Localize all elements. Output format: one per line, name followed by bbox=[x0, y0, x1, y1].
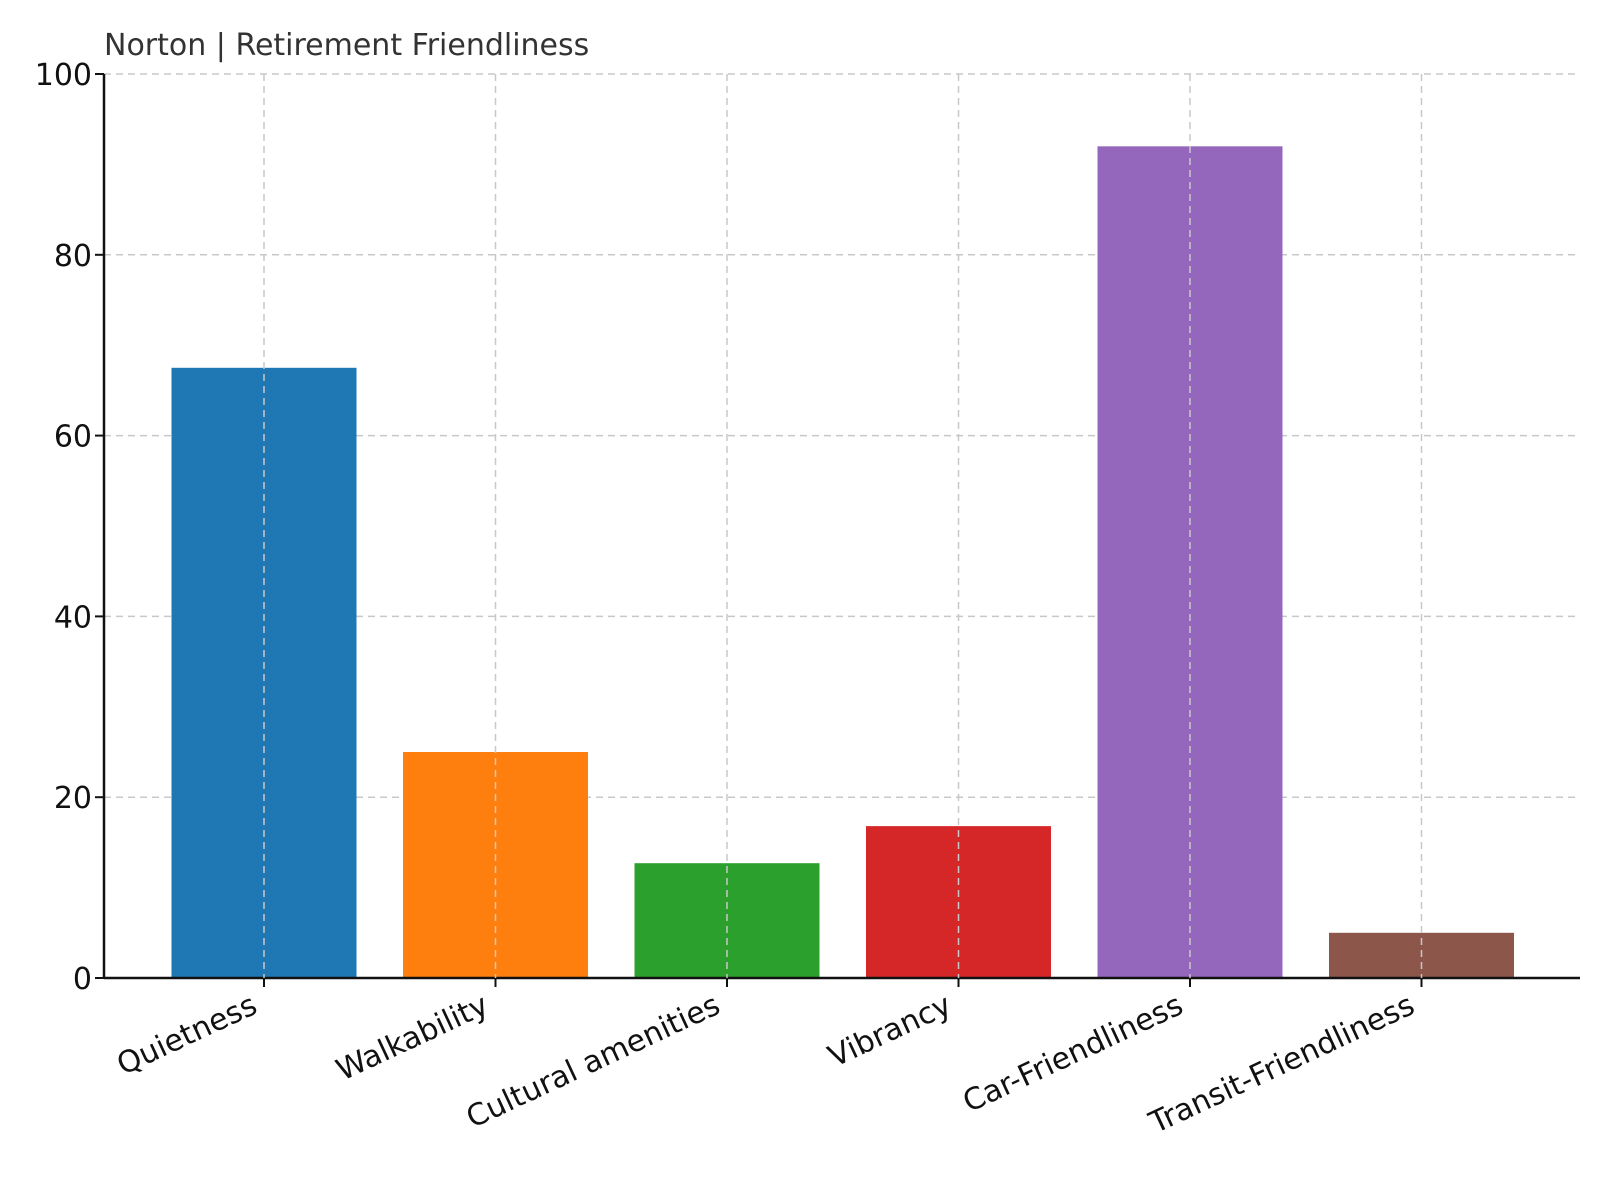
axes bbox=[102, 74, 1580, 980]
bars bbox=[171, 146, 1514, 978]
x-tick-label: Vibrancy bbox=[823, 988, 957, 1075]
bar bbox=[171, 367, 357, 978]
y-ticks: 0 20 40 60 80 100 bbox=[35, 58, 104, 997]
x-tick-label: Walkability bbox=[331, 988, 494, 1089]
chart-title: Norton | Retirement Friendliness bbox=[104, 28, 589, 63]
x-tick-label: Car-Friendliness bbox=[958, 988, 1189, 1120]
x-tick-label: Quietness bbox=[112, 988, 263, 1083]
y-tick-label: 80 bbox=[54, 239, 92, 274]
x-tick-label: Cultural amenities bbox=[461, 988, 725, 1136]
x-tick-label: Transit-Friendliness bbox=[1143, 988, 1420, 1142]
y-tick-label: 40 bbox=[54, 600, 92, 635]
y-tick-label: 0 bbox=[73, 962, 92, 997]
y-tick-label: 100 bbox=[35, 58, 92, 93]
y-tick-label: 20 bbox=[54, 781, 92, 816]
y-tick-label: 60 bbox=[54, 420, 92, 455]
